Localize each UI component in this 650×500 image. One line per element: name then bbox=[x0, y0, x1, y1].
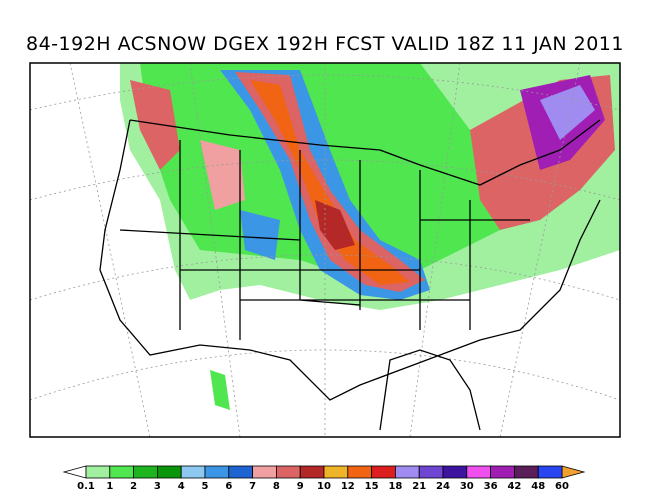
colorbar-box bbox=[394, 465, 420, 479]
colorbar-box bbox=[514, 465, 539, 479]
colorbar-label: 30 bbox=[460, 481, 474, 492]
colorbar-label: 18 bbox=[388, 481, 402, 492]
colorbar-box bbox=[180, 465, 206, 479]
colorbar-box bbox=[323, 465, 349, 479]
colorbar-box bbox=[156, 465, 182, 479]
colorbar-label: 6 bbox=[225, 481, 232, 492]
colorbar-under bbox=[62, 465, 87, 479]
colorbar-label: 48 bbox=[531, 481, 545, 492]
colorbar-box bbox=[371, 465, 396, 479]
colorbar-box bbox=[418, 465, 444, 479]
colorbar-label: 7 bbox=[249, 481, 256, 492]
colorbar-box bbox=[109, 465, 135, 479]
colorbar: 0.1 1 2 3 4 5 6 7 8 9 10 12 15 18 21 24 30 36 42 48 60 bbox=[62, 465, 586, 492]
colorbar-label: 2 bbox=[130, 481, 137, 492]
colorbar-box bbox=[275, 465, 301, 479]
colorbar-label: 5 bbox=[202, 481, 209, 492]
colorbar-label: 8 bbox=[273, 481, 280, 492]
colorbar-label: 4 bbox=[178, 481, 185, 492]
colorbar-label: 1 bbox=[106, 481, 113, 492]
colorbar-box bbox=[228, 465, 254, 479]
colorbar-label: 3 bbox=[154, 481, 161, 492]
colorbar-box bbox=[133, 465, 158, 479]
colorbar-label: 9 bbox=[297, 481, 304, 492]
colorbar-label: 21 bbox=[412, 481, 426, 492]
colorbar-box bbox=[537, 465, 563, 479]
colorbar-over bbox=[561, 465, 586, 479]
colorbar-label: 12 bbox=[341, 481, 355, 492]
colorbar-box bbox=[252, 465, 277, 479]
colorbar-box bbox=[347, 465, 372, 479]
colorbar-box bbox=[490, 465, 515, 479]
colorbar-label: 24 bbox=[436, 481, 450, 492]
map-title: 84-192H ACSNOW DGEX 192H FCST VALID 18Z … bbox=[26, 33, 624, 55]
colorbar-label: 42 bbox=[507, 481, 521, 492]
colorbar-box bbox=[85, 465, 111, 479]
colorbar-label: 36 bbox=[484, 481, 498, 492]
colorbar-label: 60 bbox=[555, 481, 569, 492]
colorbar-label: 15 bbox=[365, 481, 379, 492]
map-panel bbox=[29, 62, 621, 438]
colorbar-box bbox=[442, 465, 468, 479]
colorbar-label: 0.1 bbox=[77, 481, 95, 492]
colorbar-box bbox=[204, 465, 230, 479]
colorbar-label: 10 bbox=[317, 481, 331, 492]
colorbar-box bbox=[466, 465, 491, 479]
colorbar-box bbox=[299, 465, 325, 479]
